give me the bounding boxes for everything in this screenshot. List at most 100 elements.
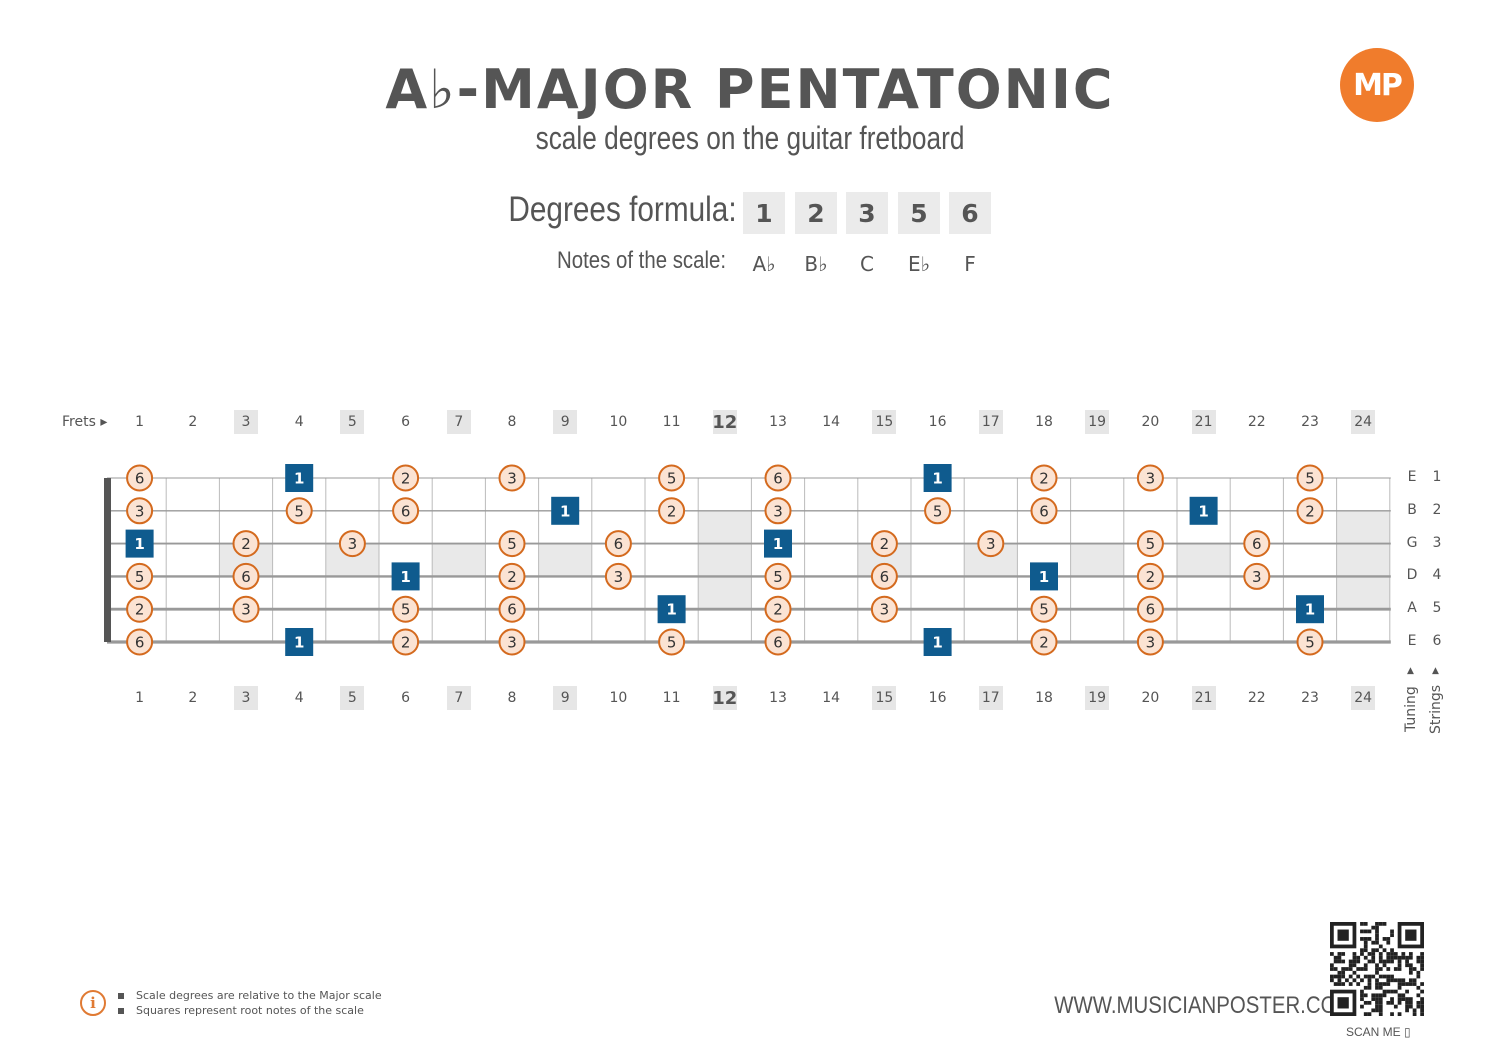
- fret-number: 16: [928, 690, 947, 706]
- note-degree-label: 1: [400, 568, 410, 586]
- scale-note-circle: [498, 628, 526, 656]
- scale-note-circle: [498, 464, 526, 492]
- note-degree-label: 5: [294, 502, 304, 520]
- scale-note-circle: [977, 530, 1005, 558]
- note-degree-label: 3: [507, 634, 517, 652]
- fret-inlay: [432, 543, 486, 577]
- fret-number: 20: [1141, 690, 1160, 706]
- note-degree-label: 2: [667, 502, 677, 520]
- string-tuning: B: [1407, 501, 1417, 518]
- scale-note-circle: [764, 628, 792, 656]
- degree-box: 1: [743, 192, 785, 234]
- scan-me-label: SCAN ME ▯: [1346, 1025, 1411, 1039]
- string-tuning: D: [1406, 567, 1418, 584]
- note-degree-label: 3: [614, 568, 624, 586]
- fret-inlay: [1336, 510, 1390, 610]
- root-note-square: [285, 464, 314, 492]
- note-degree-label: 2: [1039, 634, 1049, 652]
- strings-arrow-icon: ▲: [1432, 666, 1439, 676]
- footer-notes: Scale degrees are relative to the Major …: [118, 988, 382, 1018]
- fret-number: 22: [1247, 690, 1266, 706]
- fret-inlay: [1177, 543, 1231, 577]
- scale-note-circle: [498, 530, 526, 558]
- degree-box: 2: [795, 192, 837, 234]
- scale-note-circle: [658, 464, 686, 492]
- footer-note-text: Squares represent root notes of the scal…: [136, 1004, 364, 1017]
- root-note-square: [1296, 595, 1324, 624]
- tuning-arrow-icon: ▲: [1407, 666, 1414, 676]
- note-degree-label: 6: [880, 568, 890, 586]
- fret-number: 5: [340, 686, 365, 710]
- scale-note: C: [860, 252, 874, 276]
- fret-number: 2: [188, 414, 198, 430]
- scale-note-circle: [870, 530, 898, 558]
- fret-number: 18: [1035, 690, 1053, 706]
- note-degree-label: 2: [135, 601, 145, 619]
- scale-note-circle: [1296, 497, 1324, 525]
- scale-note-circle: [1136, 562, 1164, 590]
- note-degree-label: 5: [667, 470, 677, 488]
- scale-note-circle: [392, 628, 420, 656]
- info-icon: i: [80, 990, 106, 1016]
- note-degree-label: 3: [1146, 470, 1156, 488]
- root-note-square: [285, 628, 314, 656]
- scale-note-circle: [392, 497, 420, 525]
- fret-number: 23: [1301, 414, 1319, 430]
- note-degree-label: 1: [294, 634, 304, 652]
- fret-number: 10: [609, 690, 628, 706]
- note-degree-label: 3: [507, 470, 517, 488]
- note-degree-label: 2: [507, 568, 517, 586]
- scale-note: F: [964, 252, 976, 276]
- scale-note: E♭: [907, 252, 931, 276]
- fret-number: 3: [234, 686, 258, 710]
- note-degree-label: 5: [773, 568, 783, 586]
- scale-note-circle: [392, 595, 420, 623]
- fret-number: 14: [822, 414, 841, 430]
- degree-box: 3: [846, 192, 888, 234]
- root-note-square: [923, 628, 952, 656]
- fret-number: 7: [446, 410, 471, 434]
- note-degree-label: 6: [135, 470, 145, 488]
- note-degree-label: 5: [401, 601, 411, 619]
- fret-number: 6: [401, 690, 411, 706]
- musicianposter-logo-icon[interactable]: MP: [1340, 48, 1414, 122]
- note-degree-label: 5: [1146, 535, 1156, 553]
- fret-number: 8: [507, 414, 517, 430]
- scale-note-circle: [126, 497, 154, 525]
- scale-note: B♭: [804, 252, 828, 276]
- note-degree-label: 6: [1039, 502, 1049, 520]
- website-link[interactable]: WWW.MUSICIANPOSTER.COM: [1054, 992, 1354, 1019]
- fret-number: 23: [1301, 690, 1319, 706]
- note-degree-label: 2: [1039, 470, 1049, 488]
- note-degree-label: 3: [348, 535, 358, 553]
- scale-note-circle: [764, 497, 792, 525]
- string-tuning: E: [1407, 469, 1417, 485]
- note-degree-label: 1: [294, 470, 304, 488]
- note-degree-label: 6: [135, 634, 145, 652]
- tuning-label: Tuning: [1403, 686, 1419, 732]
- fret-number: 16: [928, 414, 947, 430]
- scale-note-circle: [285, 497, 313, 525]
- fret-inlay: [1070, 543, 1124, 577]
- note-degree-label: 3: [880, 601, 890, 619]
- note-degree-label: 1: [1198, 502, 1208, 520]
- note-degree-label: 5: [135, 568, 145, 586]
- fret-number: 21: [1191, 686, 1216, 710]
- note-degree-label: 3: [986, 535, 996, 553]
- fret-number: 24: [1351, 410, 1376, 434]
- note-degree-label: 2: [773, 601, 783, 619]
- note-degree-label: 6: [401, 502, 411, 520]
- note-degree-label: 1: [560, 502, 570, 520]
- fret-number: 2: [188, 690, 198, 706]
- note-degree-label: 1: [932, 634, 942, 652]
- fret-number: 22: [1247, 414, 1266, 430]
- fret-number: 20: [1141, 414, 1160, 430]
- note-degree-label: 2: [1305, 502, 1315, 520]
- note-degree-label: 3: [1146, 634, 1156, 652]
- qr-code-icon[interactable]: [1330, 922, 1424, 1016]
- scale-note-circle: [1136, 628, 1164, 656]
- fret-number: 11: [662, 414, 681, 430]
- string-tuning: E: [1407, 633, 1417, 649]
- fret-number: 18: [1035, 414, 1053, 430]
- scale-note-circle: [392, 464, 420, 492]
